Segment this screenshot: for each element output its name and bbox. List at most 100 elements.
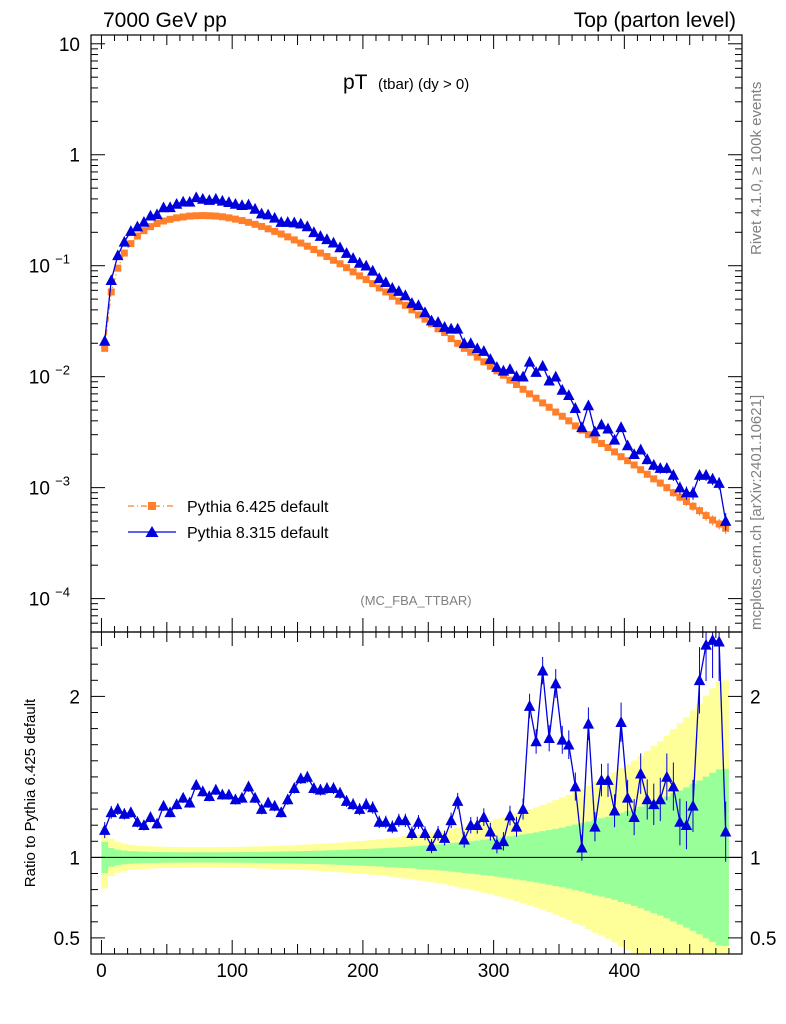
data-point-pythia6 <box>650 475 658 483</box>
ratio-point <box>301 770 314 782</box>
data-point-pythia6 <box>395 297 403 305</box>
data-point-pythia8 <box>687 486 699 498</box>
y-tick-label-1e-1: 10 −1 <box>29 252 70 278</box>
data-point-pythia8 <box>197 192 209 204</box>
data-point-pythia6 <box>441 329 449 337</box>
data-point-pythia6 <box>552 408 560 416</box>
data-point-pythia8 <box>451 322 464 334</box>
data-point-pythia6 <box>421 315 429 323</box>
ratio-point <box>327 782 340 793</box>
data-point-pythia6 <box>107 288 115 296</box>
data-point-pythia6 <box>643 470 651 478</box>
data-point-pythia6 <box>297 239 305 247</box>
ratio-point <box>223 788 235 800</box>
data-point-pythia8 <box>262 208 274 220</box>
y-tick-base: 10 <box>29 368 50 389</box>
ratio-point <box>138 819 150 830</box>
data-point-pythia8 <box>190 191 202 203</box>
data-point-pythia6 <box>146 223 154 231</box>
y-tick-label-10: 10 <box>59 35 80 56</box>
data-point-pythia8 <box>563 389 575 401</box>
data-point-pythia6 <box>329 256 337 264</box>
data-point-pythia8 <box>484 353 497 364</box>
legend-label-pythia6: Pythia 6.425 default <box>187 499 329 516</box>
data-point-pythia8 <box>334 241 346 253</box>
ratio-point <box>275 806 287 818</box>
ratio-point <box>419 827 431 839</box>
ratio-point <box>484 825 497 837</box>
data-point-pythia8 <box>471 342 483 354</box>
plot-title: pT (tbar) (dy > 0) <box>343 71 469 94</box>
ratio-point <box>543 732 555 744</box>
data-point-pythia8 <box>523 355 536 367</box>
data-point-pythia6 <box>277 230 285 238</box>
ratio-point <box>497 835 510 847</box>
ratio-point <box>425 840 438 851</box>
data-point-pythia6 <box>140 227 148 235</box>
main-y-tick-labels: 10 1 10 −1 10 −2 10 −3 10 −4 <box>29 35 80 611</box>
ratio-point <box>608 804 621 816</box>
data-point-pythia8 <box>353 256 366 268</box>
ratio-point <box>648 798 660 810</box>
data-point-pythia6 <box>375 284 383 292</box>
ratio-point <box>582 717 595 729</box>
data-point-pythia6 <box>696 507 704 515</box>
ratio-point <box>255 803 268 814</box>
legend-entry-pythia6: Pythia 6.425 default <box>128 499 329 516</box>
data-point-pythia8 <box>301 220 314 232</box>
ratio-point <box>353 803 366 814</box>
ratio-point <box>680 819 693 830</box>
data-point-pythia6 <box>114 264 122 272</box>
data-point-pythia8 <box>131 220 144 232</box>
data-point-pythia6 <box>597 439 605 447</box>
ratio-point <box>536 664 549 676</box>
data-point-pythia8 <box>589 425 601 437</box>
data-point-pythia6 <box>637 466 645 474</box>
x-tick-label-300: 300 <box>478 961 510 982</box>
data-point-pythia8 <box>242 198 255 210</box>
data-point-pythia8 <box>582 399 595 411</box>
ratio-point <box>661 770 673 782</box>
data-point-pythia6 <box>454 339 462 347</box>
data-point-pythia6 <box>565 417 573 425</box>
data-point-pythia8 <box>634 443 647 455</box>
x-tick-labels: 0 100 200 300 400 <box>96 961 640 982</box>
ratio-point <box>719 825 732 837</box>
ratio-point <box>131 815 144 827</box>
x-tick-label-400: 400 <box>608 961 640 982</box>
data-point-pythia8 <box>412 299 425 311</box>
ratio-point <box>491 838 503 850</box>
ratio-point <box>210 783 222 795</box>
ratio-point <box>445 814 457 826</box>
legend: Pythia 6.425 default Pythia 8.315 defaul… <box>128 499 329 542</box>
rivet-version-label: Rivet 4.1.0, ≥ 100k events <box>748 82 765 255</box>
data-point-pythia6 <box>173 214 181 222</box>
data-point-pythia8 <box>621 439 634 451</box>
x-tick-label-0: 0 <box>96 961 107 982</box>
data-point-pythia8 <box>399 289 412 301</box>
data-point-pythia6 <box>362 276 370 284</box>
data-point-pythia6 <box>271 227 279 235</box>
ratio-point <box>693 674 706 686</box>
data-point-pythia6 <box>519 385 527 393</box>
data-point-pythia6 <box>258 222 266 230</box>
data-point-pythia8 <box>491 361 503 372</box>
data-point-pythia6 <box>682 497 690 505</box>
ratio-y-tick-label-0.5: 0.5 <box>54 929 80 950</box>
observable-group-label: Top (parton level) <box>574 9 736 32</box>
ratio-point <box>641 793 653 805</box>
data-point-pythia8 <box>308 226 320 238</box>
data-point-pythia6 <box>473 353 481 361</box>
plot-title-sub: (tbar) (dy > 0) <box>378 76 469 93</box>
ratio-point <box>530 735 542 747</box>
series-line-pythia6 <box>104 214 727 529</box>
ratio-point <box>308 782 320 793</box>
legend-marker-pythia8 <box>145 526 159 537</box>
data-point-pythia6 <box>166 215 174 223</box>
data-point-pythia6 <box>349 268 357 276</box>
ratio-point <box>367 801 379 813</box>
ratio-point <box>249 791 261 803</box>
legend-label-pythia8: Pythia 8.315 default <box>187 525 329 542</box>
ratio-point <box>654 793 666 805</box>
